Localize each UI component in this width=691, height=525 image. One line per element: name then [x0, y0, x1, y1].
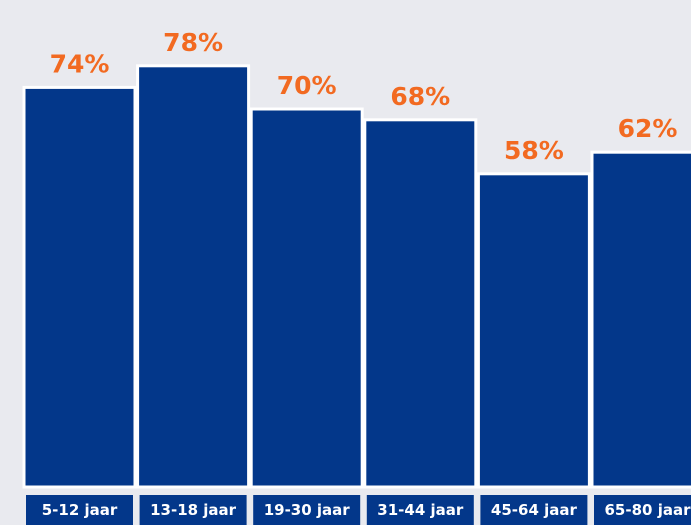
category-labels-group: 5-12 jaar 13-18 jaar 19-30 jaar 31-44 jaar 4… [26, 495, 691, 525]
category-label: 65-80 jaar [605, 501, 691, 519]
bar-value-label: 74% [50, 49, 110, 78]
bar [22, 85, 137, 489]
category-label-box [26, 495, 133, 525]
bars-group [22, 64, 691, 489]
category-label-box [139, 495, 247, 525]
bar [590, 150, 691, 489]
category-label-box [253, 495, 361, 525]
bar-value-label: 78% [163, 28, 223, 57]
bar [476, 172, 591, 489]
category-label: 45-64 jaar [491, 501, 578, 519]
category-label: 31-44 jaar [377, 501, 464, 519]
category-label-box [366, 495, 474, 525]
bar [249, 107, 364, 489]
category-label: 19-30 jaar [264, 501, 351, 519]
bar-value-label: 70% [277, 71, 337, 100]
bar [363, 118, 478, 489]
category-label: 5-12 jaar [42, 501, 118, 519]
category-label-box [480, 495, 588, 525]
bar-value-label: 68% [390, 82, 450, 111]
category-label-box [594, 495, 691, 525]
bar-value-label: 62% [618, 114, 678, 143]
value-labels-group: 74% 78% 70% 68% 58% 62% [50, 28, 678, 165]
category-label: 13-18 jaar [150, 501, 237, 519]
bar [136, 64, 251, 489]
bar-value-label: 58% [504, 136, 564, 165]
